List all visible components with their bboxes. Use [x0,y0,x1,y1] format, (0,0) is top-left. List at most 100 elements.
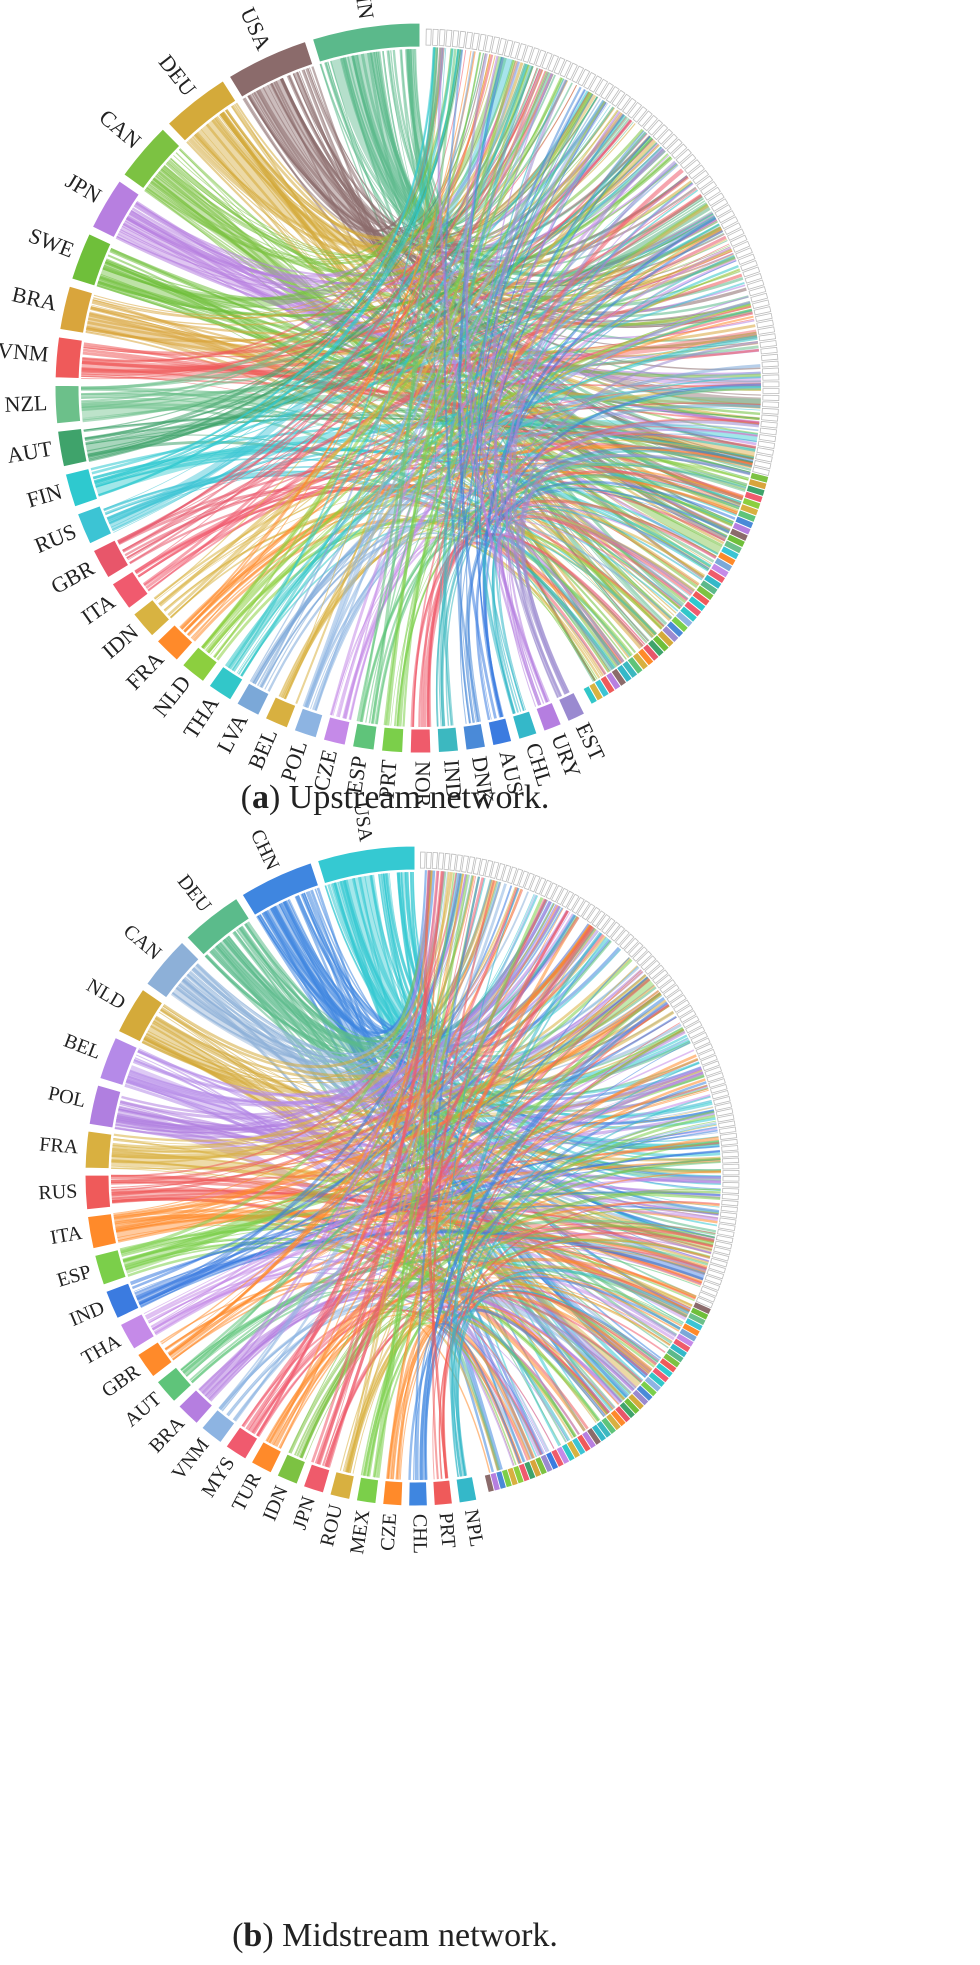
small-segment [720,216,739,230]
country-label: DEU [154,50,202,101]
small-segment [708,1263,726,1274]
chord [111,886,517,1164]
chord [372,874,469,1478]
country-segment [86,1213,118,1250]
small-segment [518,1463,530,1482]
chord [358,48,457,722]
country-label: JPN [289,1494,320,1533]
chord [81,47,444,409]
country-label: POL [46,1082,88,1112]
small-segment [484,1474,494,1492]
country-label: JPN [61,168,105,208]
small-segment [697,1048,716,1061]
small-segment [729,234,748,247]
small-segment [720,1205,738,1213]
small-segment [640,955,657,971]
small-segment [577,1434,591,1452]
small-segment [685,1020,703,1034]
country-label: IDN [259,1483,293,1524]
small-segment [722,1176,740,1182]
small-segment [535,49,547,68]
country-segment [462,722,487,751]
country-segment [99,1036,138,1087]
small-segment [750,292,769,303]
caption-text: Upstream network. [289,779,550,816]
country-segment [117,988,164,1043]
country-segment [123,128,181,190]
small-segment [652,635,669,652]
small-segment [528,47,540,65]
chord [108,99,605,525]
chord [220,883,507,1412]
country-label: CHN [348,0,380,21]
small-segment [628,941,644,958]
small-segment [685,1318,703,1331]
small-segment [726,228,745,241]
small-segment [652,1367,669,1383]
small-segment [696,175,714,190]
country-segment [264,696,297,729]
small-segment [551,1449,564,1467]
chord [167,111,623,617]
small-segment [622,97,637,115]
small-segment [419,851,426,869]
small-segment [682,1015,700,1029]
small-segment [513,1465,524,1484]
small-segment [643,644,659,661]
country-label: BRA [10,281,60,315]
ribbon [94,418,758,496]
small-segment [501,1469,512,1488]
small-segment [690,1307,709,1320]
small-segment [721,1145,739,1152]
small-segment [644,959,661,975]
country-label: NZL [4,390,48,417]
small-segment [638,648,654,666]
small-segment [727,534,745,548]
small-segment [713,1096,731,1106]
small-segment [477,33,487,52]
small-segment [718,1120,736,1129]
caption-a: (a) Upstream network. [241,779,550,816]
small-segment [619,933,635,950]
small-segment [617,664,632,682]
chord [451,1062,700,1477]
small-segment [700,1285,718,1297]
chord [482,536,621,715]
small-segment [687,1026,706,1039]
country-segment [84,1174,112,1211]
small-segment [753,460,772,470]
chord [367,896,544,1477]
small-segment [684,159,701,175]
country-label: AUT [120,1388,165,1432]
small-segment [737,253,756,266]
small-segment [735,247,753,259]
small-segment [534,877,547,895]
small-segment [721,1151,739,1158]
small-segment [700,1054,718,1066]
small-segment [582,1431,596,1449]
small-segment [666,138,683,155]
chord [121,899,548,1116]
chord [106,385,762,520]
small-segment [702,1280,721,1292]
small-segment [657,128,674,145]
small-segment [762,401,780,408]
chord [465,55,541,706]
small-segment [632,946,648,962]
chord [251,56,503,233]
small-segment [662,626,679,642]
caption-b: (b) Midstream network. [232,1917,558,1954]
small-segment [507,866,518,885]
small-segment [714,557,733,572]
small-segment [659,979,677,994]
chord [455,1268,690,1477]
chord [181,54,492,630]
small-segment [606,672,621,690]
chord [85,327,761,409]
small-segment [690,1031,708,1044]
country-label: CHN [246,826,284,874]
country-segment [455,1475,478,1504]
small-segment [671,143,688,160]
small-segment [704,574,722,589]
country-label: FRA [39,1133,80,1158]
